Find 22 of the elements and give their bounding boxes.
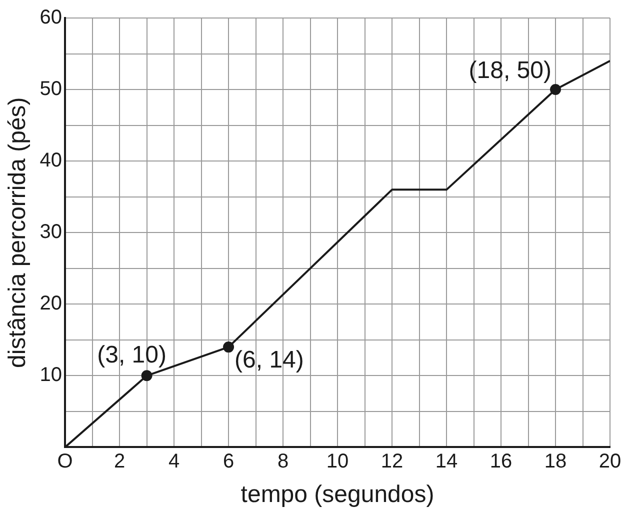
y-tick-label: 10	[40, 364, 62, 386]
x-axis-title: tempo (segundos)	[240, 481, 434, 508]
x-tick-label: 14	[435, 450, 458, 473]
annotation: (6, 14)	[234, 346, 304, 374]
x-tick-label: 2	[114, 450, 126, 473]
x-tick-label: 6	[222, 450, 234, 473]
y-tick-label: 20	[40, 292, 62, 315]
x-tick-label: 18	[544, 450, 567, 473]
x-tick-label: 10	[326, 450, 349, 473]
annotation: (3, 10)	[97, 341, 166, 368]
x-tick-label: 8	[277, 450, 289, 473]
annotation: (18, 50)	[468, 57, 552, 84]
x-tick-label: 4	[168, 450, 180, 473]
x-tick-label: 16	[490, 450, 512, 473]
x-tick-label: O	[57, 450, 73, 473]
x-tick-label: 20	[598, 450, 622, 473]
y-tick-label: 50	[40, 78, 62, 100]
y-tick-label: 60	[40, 6, 62, 29]
y-tick-label: 40	[40, 150, 62, 172]
y-tick-label: 30	[40, 221, 62, 244]
x-tick-label: 12	[380, 450, 404, 473]
y-axis-title: distância percorrida (pés)	[4, 97, 32, 368]
